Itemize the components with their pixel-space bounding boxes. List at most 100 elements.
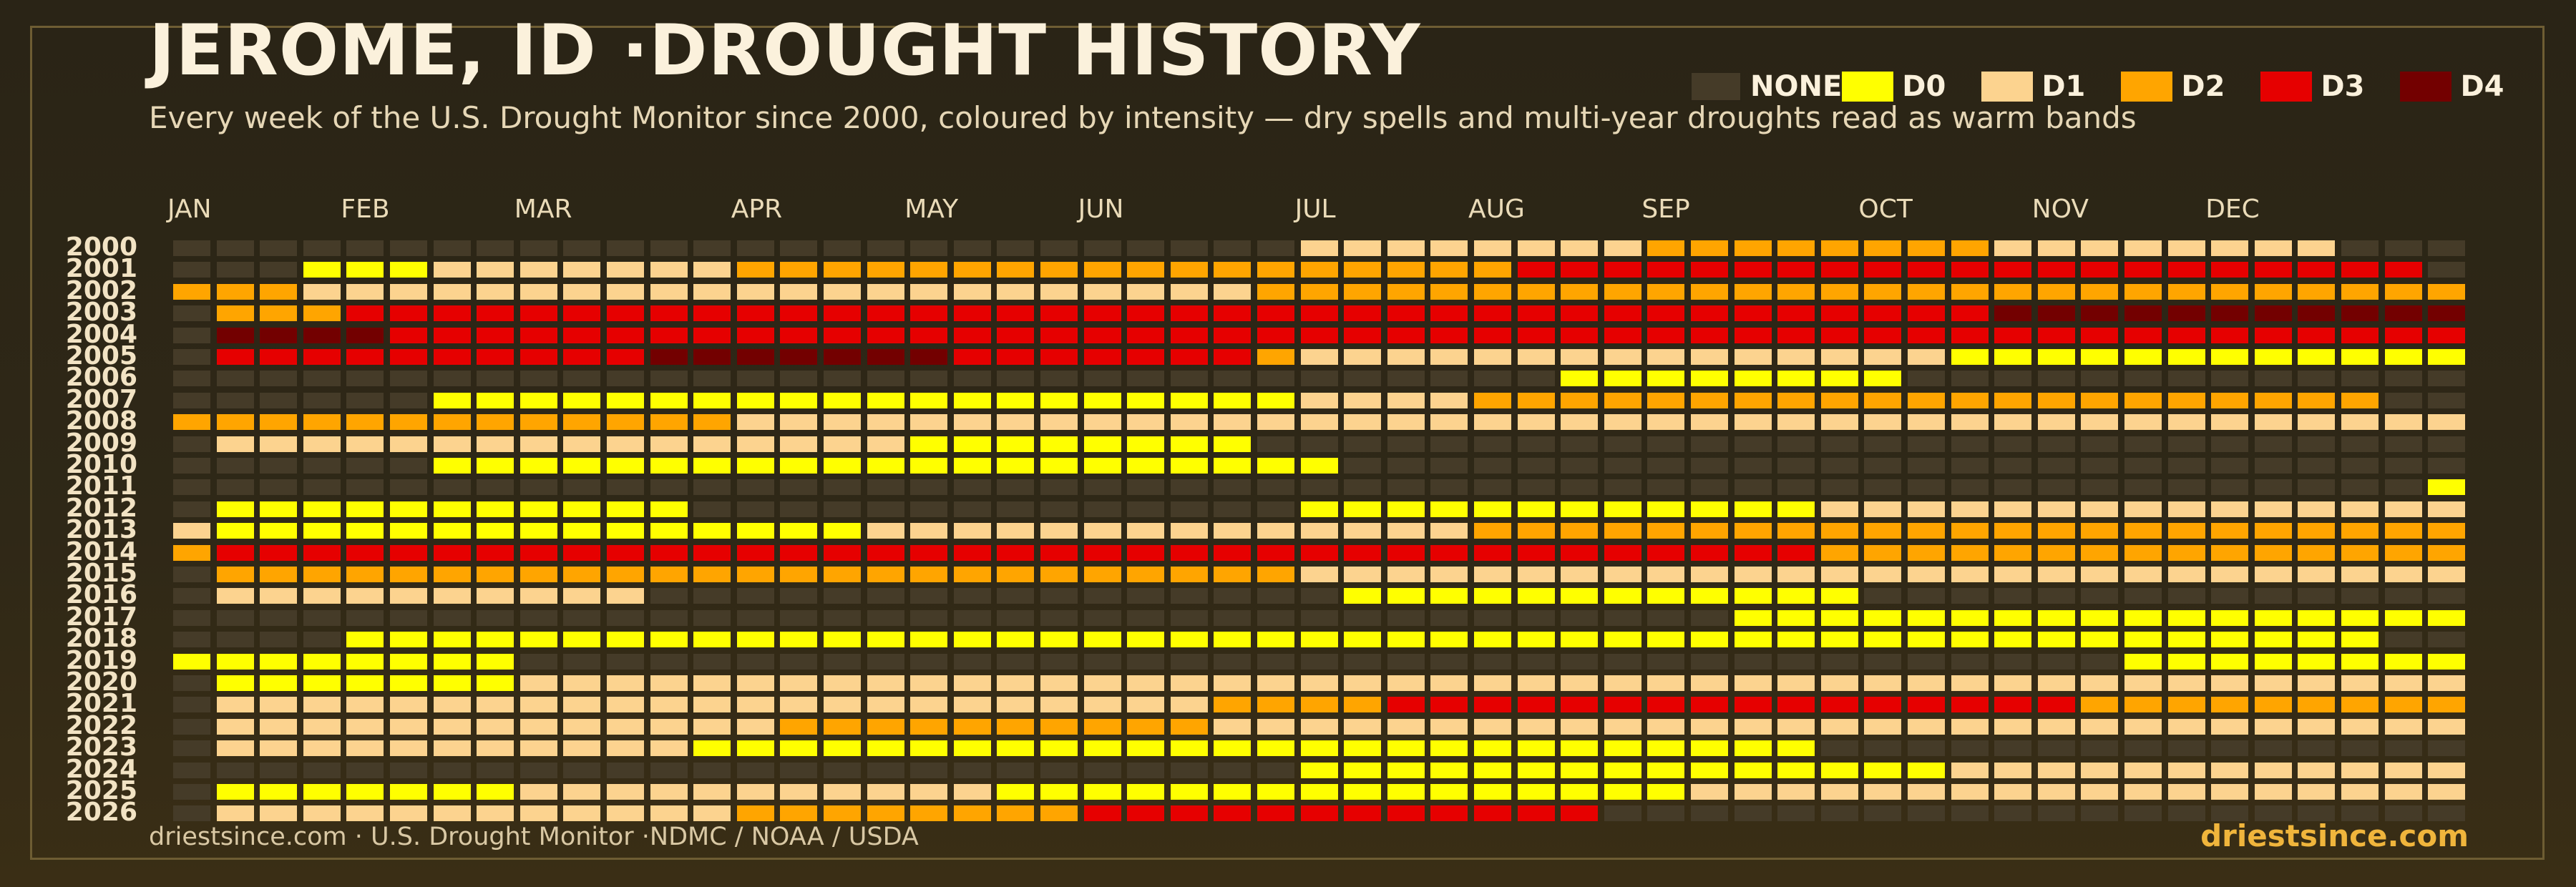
- heatmap-cell: [2081, 523, 2119, 539]
- heatmap-cell: [953, 653, 991, 670]
- heatmap-cell: [477, 436, 514, 452]
- heatmap-cell: [216, 653, 254, 670]
- heatmap-cell: [1864, 805, 1902, 822]
- heatmap-cell: [2341, 653, 2379, 670]
- heatmap-cell: [1647, 240, 1685, 256]
- heatmap-cell: [824, 632, 861, 648]
- heatmap-cell: [2384, 567, 2422, 582]
- heatmap-cell: [1561, 718, 1599, 735]
- heatmap-cell: [1170, 327, 1208, 343]
- heatmap-cell: [2428, 458, 2466, 474]
- heatmap-cell: [1691, 501, 1728, 517]
- heatmap-cell: [1734, 805, 1772, 822]
- heatmap-cell: [433, 762, 471, 778]
- heatmap-cell: [867, 567, 904, 582]
- heatmap-cell: [2167, 283, 2205, 300]
- heatmap-cell: [2384, 327, 2422, 343]
- heatmap-cell: [1430, 718, 1468, 735]
- heatmap-cell: [1257, 283, 1294, 300]
- legend-swatch-d1: [1981, 72, 2034, 102]
- heatmap-cell: [1994, 392, 2032, 408]
- heatmap-cell: [2341, 609, 2379, 626]
- heatmap-cell: [1214, 479, 1252, 496]
- heatmap-cell: [1040, 392, 1078, 408]
- heatmap-cell: [1387, 740, 1425, 757]
- month-label-jul: JUL: [1294, 195, 1336, 224]
- heatmap-cell: [1474, 609, 1511, 626]
- heatmap-cell: [607, 305, 644, 322]
- heatmap-cell: [1777, 414, 1815, 431]
- heatmap-cell: [2124, 632, 2162, 648]
- heatmap-cell: [2037, 653, 2075, 670]
- heatmap-cell: [2081, 609, 2119, 626]
- heatmap-cell: [824, 392, 861, 408]
- heatmap-cell: [1864, 740, 1902, 757]
- heatmap-cell: [2298, 414, 2336, 431]
- heatmap-cell: [477, 653, 514, 670]
- heatmap-cell: [2254, 240, 2292, 256]
- heatmap-cell: [477, 632, 514, 648]
- heatmap-cell: [563, 371, 601, 387]
- heatmap-cell: [563, 784, 601, 800]
- heatmap-cell: [1908, 349, 1945, 365]
- heatmap-cell: [303, 544, 341, 561]
- heatmap-cell: [1257, 327, 1294, 343]
- heatmap-cell: [519, 675, 557, 691]
- heatmap-cell: [1474, 762, 1511, 778]
- heatmap-cell: [1647, 305, 1685, 322]
- heatmap-cell: [2341, 349, 2379, 365]
- heatmap-cell: [1691, 458, 1728, 474]
- heatmap-cell: [1908, 262, 1945, 278]
- heatmap-cell: [953, 262, 991, 278]
- heatmap-cell: [2211, 501, 2249, 517]
- heatmap-cell: [1083, 784, 1121, 800]
- heatmap-cell: [1257, 609, 1294, 626]
- heatmap-cell: [1170, 349, 1208, 365]
- heatmap-cell: [1951, 718, 1989, 735]
- heatmap-cell: [260, 653, 298, 670]
- heatmap-cell: [2428, 805, 2466, 822]
- heatmap-cell: [1387, 371, 1425, 387]
- heatmap-cell: [1430, 523, 1468, 539]
- heatmap-cell: [1734, 436, 1772, 452]
- heatmap-cell: [650, 414, 688, 431]
- heatmap-cell: [173, 653, 210, 670]
- heatmap-cell: [1083, 588, 1121, 604]
- heatmap-cell: [1604, 349, 1641, 365]
- heatmap-cell: [1691, 740, 1728, 757]
- heatmap-cell: [390, 501, 427, 517]
- heatmap-cell: [2384, 414, 2422, 431]
- heatmap-cell: [1430, 805, 1468, 822]
- heatmap-cell: [1604, 283, 1641, 300]
- heatmap-cell: [433, 240, 471, 256]
- heatmap-cell: [1127, 740, 1165, 757]
- heatmap-cell: [736, 805, 774, 822]
- heatmap-cell: [824, 567, 861, 582]
- heatmap-cell: [1994, 740, 2032, 757]
- heatmap-cell: [2341, 501, 2379, 517]
- heatmap-cell: [867, 305, 904, 322]
- heatmap-cell: [2254, 479, 2292, 496]
- heatmap-cell: [1994, 479, 2032, 496]
- heatmap-cell: [2254, 283, 2292, 300]
- heatmap-cell: [2037, 305, 2075, 322]
- brand-link[interactable]: driestsince.com: [2200, 818, 2469, 853]
- heatmap-cell: [693, 479, 731, 496]
- heatmap-cell: [433, 262, 471, 278]
- heatmap-cell: [477, 414, 514, 431]
- heatmap-cell: [1387, 567, 1425, 582]
- heatmap-cell: [2211, 588, 2249, 604]
- heatmap-cell: [1864, 371, 1902, 387]
- heatmap-cell: [693, 436, 731, 452]
- heatmap-cell: [303, 784, 341, 800]
- heatmap-cell: [346, 697, 384, 713]
- heatmap-cell: [953, 392, 991, 408]
- heatmap-cell: [1257, 392, 1294, 408]
- heatmap-cell: [519, 544, 557, 561]
- heatmap-cell: [824, 327, 861, 343]
- heatmap-cell: [1647, 805, 1685, 822]
- heatmap-cell: [260, 805, 298, 822]
- heatmap-cell: [2167, 327, 2205, 343]
- heatmap-cell: [2341, 697, 2379, 713]
- heatmap-cell: [2037, 675, 2075, 691]
